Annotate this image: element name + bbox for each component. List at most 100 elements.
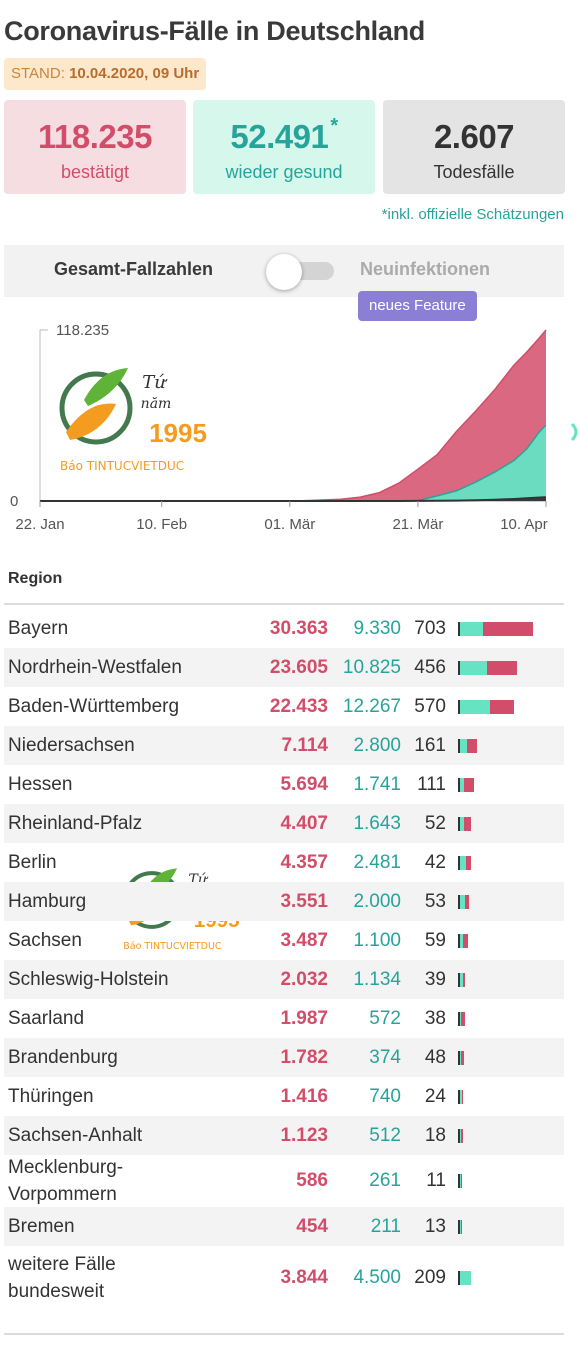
region-name: Mecklenburg- Vorpommern [8, 1157, 124, 1205]
region-bar [458, 1038, 563, 1077]
region-recovered: 2.481 [353, 851, 401, 873]
confirmed-value: 118.235 [38, 118, 152, 155]
table-row: Bayern 30.363 9.330 703 [4, 609, 564, 648]
table-row: Hamburg 3.551 2.000 53 [4, 882, 564, 921]
region-bar-active [462, 972, 465, 987]
recovered-value-wrap: 52.491 * [193, 115, 375, 156]
toggle-label-new[interactable]: Neuinfektionen [360, 259, 491, 279]
region-bar-deaths [458, 855, 460, 870]
region-deaths: 456 [414, 656, 446, 678]
region-recovered: 1.741 [353, 773, 401, 795]
region-name: Thüringen [8, 1086, 94, 1107]
region-bar-deaths [458, 738, 460, 753]
region-name: Sachsen-Anhalt [8, 1125, 143, 1146]
region-deaths: 52 [424, 812, 446, 834]
region-name: Brandenburg [8, 1047, 118, 1068]
table-row: Mecklenburg- Vorpommern 586 261 11 [4, 1155, 564, 1207]
region-bar [458, 882, 563, 921]
region-bar-active [466, 855, 471, 870]
confirmed-card: 118.235 bestätigt [4, 100, 186, 194]
watermark-logo: Tứ năm 1995 Báo TINTUCVIETDUC [59, 368, 207, 473]
watermark-brand: Báo TINTUCVIETDUC [123, 941, 222, 952]
region-bar [458, 960, 563, 999]
region-bar [458, 726, 563, 765]
region-bar-deaths [458, 1089, 460, 1104]
region-recovered: 2.800 [353, 734, 401, 756]
region-deaths: 42 [424, 851, 446, 873]
region-bar-deaths [458, 1050, 460, 1065]
region-confirmed: 3.844 [280, 1266, 328, 1288]
region-bar-deaths [458, 1219, 460, 1234]
region-confirmed: 2.032 [280, 968, 328, 990]
toggle-knob[interactable] [266, 254, 302, 290]
recovered-area-series [40, 425, 546, 501]
region-name: Saarland [8, 1008, 85, 1029]
region-recovered: 10.825 [342, 656, 401, 678]
region-bar [458, 687, 563, 726]
table-row: Saarland 1.987 572 38 [4, 999, 564, 1038]
table-row: Sachsen 3.487 1.100 59 [4, 921, 564, 960]
table-bottom-divider [4, 1333, 564, 1335]
region-bar-recovered [460, 933, 463, 948]
region-name: Baden-Württemberg [8, 696, 180, 717]
region-recovered: 1.643 [353, 812, 401, 834]
region-bar-active [460, 1174, 462, 1188]
table-row: Bremen 454 211 13 [4, 1207, 564, 1246]
region-confirmed: 1.416 [280, 1085, 328, 1107]
region-bar-deaths [458, 816, 460, 831]
y-tick-label: 118.235 [56, 322, 109, 339]
region-recovered: 572 [369, 1007, 401, 1029]
table-row: Berlin 4.357 2.481 42 [4, 843, 564, 882]
table-row: Thüringen 1.416 740 24 [4, 1077, 564, 1116]
region-bar-recovered [460, 777, 465, 792]
region-bar-recovered [460, 1219, 461, 1234]
footnote: *inkl. offizielle Schätzungen [381, 206, 564, 223]
region-bar-active [461, 1128, 463, 1143]
region-bar [458, 921, 563, 960]
region-confirmed: 1.987 [280, 1007, 328, 1029]
region-bar [458, 648, 563, 687]
watermark-year: 1995 [149, 418, 207, 448]
region-bar [458, 765, 563, 804]
region-bar-recovered [460, 738, 467, 753]
watermark-leaf-green [84, 368, 128, 406]
region-confirmed: 1.782 [280, 1046, 328, 1068]
table-row: Baden-Württemberg 22.433 12.267 570 [4, 687, 564, 726]
region-confirmed: 22.433 [269, 695, 328, 717]
chart-scroll-handle-icon[interactable] [570, 422, 578, 442]
status-badge: STAND: 10.04.2020, 09 Uhr [4, 58, 207, 90]
region-bar [458, 1155, 563, 1207]
chart-scroll-handle[interactable] [570, 422, 578, 442]
region-deaths: 18 [424, 1124, 446, 1146]
region-recovered: 211 [370, 1215, 401, 1237]
region-bar-recovered [460, 816, 465, 831]
region-bar [458, 609, 563, 648]
confirmed-label: bestätigt [60, 162, 130, 182]
deaths-label: Todesfälle [433, 162, 515, 182]
recovered-label: wieder gesund [225, 162, 343, 182]
region-bar-active [464, 816, 471, 831]
x-tick-label: 21. Mär [392, 516, 443, 533]
region-deaths: 24 [424, 1085, 446, 1107]
region-bar-recovered [460, 1174, 461, 1188]
region-bar-active [464, 777, 474, 792]
x-tick-label: 10. Feb [136, 516, 187, 533]
region-bar-recovered [460, 1050, 461, 1065]
region-confirmed: 4.407 [280, 812, 328, 834]
region-bar-deaths [458, 972, 460, 987]
x-tick-label: 22. Jan [15, 516, 64, 533]
region-bar-recovered [460, 1011, 462, 1026]
page-title: Coronavirus-Fälle in Deutschland [4, 16, 425, 46]
deaths-line-series [40, 496, 547, 502]
region-bar-active [486, 660, 518, 675]
region-deaths: 703 [414, 617, 446, 639]
toggle-label-total[interactable]: Gesamt-Fallzahlen [54, 259, 214, 279]
table-row: Sachsen-Anhalt 1.123 512 18 [4, 1116, 564, 1155]
recovered-value: 52.491 [230, 118, 329, 155]
table-row: Schleswig-Holstein 2.032 1.134 39 [4, 960, 564, 999]
stand-label: STAND: [11, 65, 65, 82]
region-bar-active [461, 1089, 464, 1104]
recovered-star: * [330, 115, 338, 137]
region-recovered: 261 [369, 1170, 401, 1191]
region-bar-deaths [458, 933, 460, 948]
